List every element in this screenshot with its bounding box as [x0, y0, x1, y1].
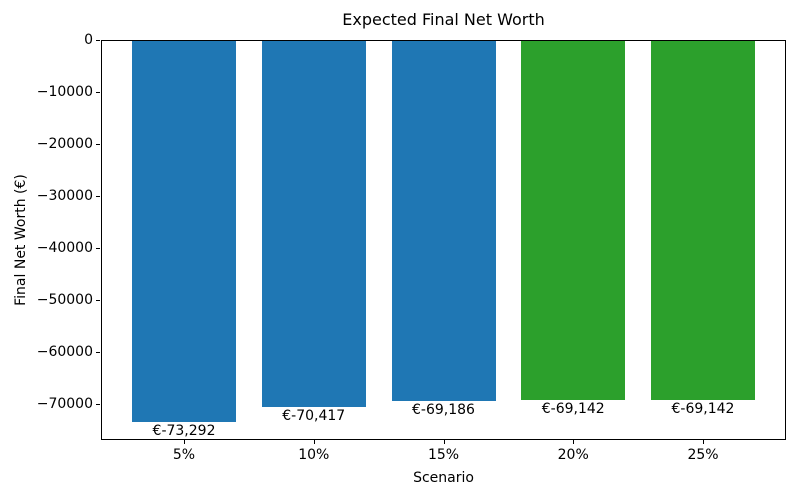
y-tick-label-−20000: −20000: [36, 136, 93, 152]
bar-value-label-5%: €-73,292: [152, 423, 216, 439]
bar-value-label-10%: €-70,417: [282, 408, 346, 424]
bar-value-label-20%: €-69,142: [541, 401, 605, 418]
y-tick-label-−60000: −60000: [36, 343, 93, 360]
bar-25%: [650, 41, 755, 401]
x-tick-label-15%: 15%: [427, 447, 460, 463]
y-tick-mark-−70000: [96, 403, 100, 405]
y-tick-mark-−50000: [96, 299, 100, 301]
y-tick-label-−30000: −30000: [36, 187, 93, 204]
y-tick-mark-−40000: [96, 247, 100, 249]
y-tick-label-−40000: −40000: [36, 239, 93, 256]
x-tick-label-20%: 20%: [557, 447, 589, 463]
x-tick-label-10%: 10%: [298, 447, 330, 463]
x-tick-mark-10%: [313, 440, 315, 444]
y-tick-mark-−20000: [96, 144, 100, 145]
y-tick-mark-−30000: [96, 195, 100, 197]
y-tick-mark-0: [96, 40, 100, 41]
x-tick-mark-20%: [573, 440, 575, 444]
y-tick-label-−10000: −10000: [36, 84, 93, 100]
y-tick-mark-−60000: [96, 351, 100, 353]
x-axis-label: Scenario: [413, 470, 474, 486]
y-tick-label-−70000: −70000: [36, 395, 93, 412]
x-tick-label-5%: 5%: [172, 447, 196, 463]
bar-5%: [132, 41, 237, 422]
plot-area: €-73,292 €-70,417 €-69,186 €-69,142 €-69,142: [101, 40, 786, 440]
x-tick-mark-25%: [703, 440, 704, 444]
x-tick-label-25%: 25%: [687, 447, 719, 463]
chart-title: Expected Final Net Worth: [342, 10, 545, 29]
bar-value-label-25%: €-69,142: [671, 401, 735, 418]
bar-10%: [261, 41, 366, 407]
bar-value-label-15%: €-69,186: [412, 401, 475, 418]
y-tick-label-0: 0: [84, 32, 93, 48]
bar-20%: [521, 41, 626, 401]
y-tick-label-−50000: −50000: [36, 291, 93, 308]
x-tick-mark-15%: [443, 440, 445, 444]
x-tick-mark-5%: [184, 440, 185, 444]
bar-15%: [391, 41, 496, 401]
y-tick-mark-−10000: [96, 92, 100, 93]
